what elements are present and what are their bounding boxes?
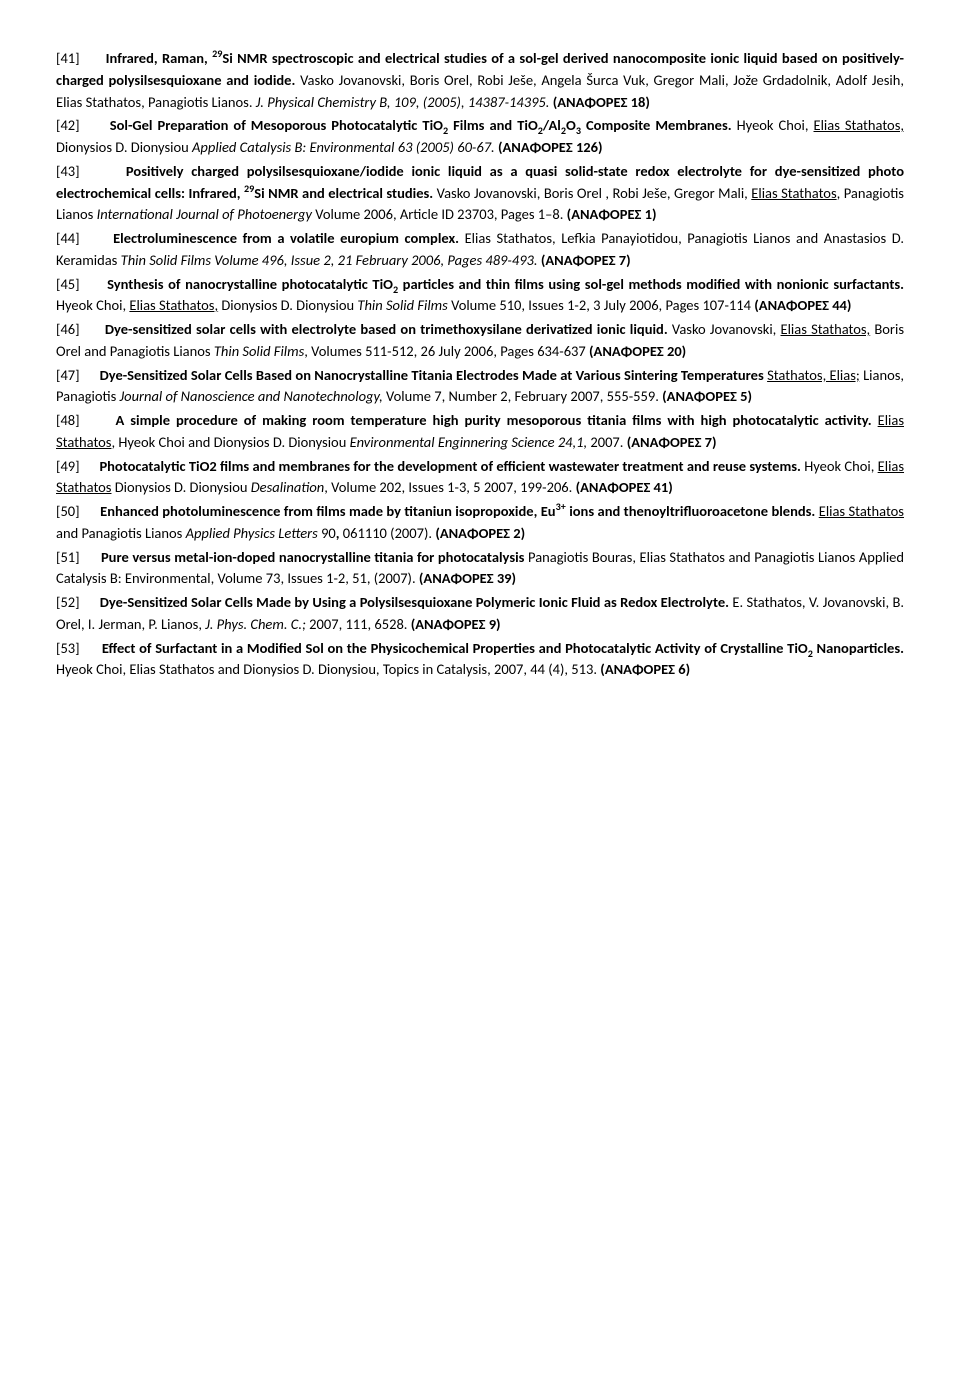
reference-number: [42]: [56, 116, 80, 134]
reference-entry: [52] Dye-Sensitized Solar Cells Made by …: [56, 592, 904, 636]
reference-entry: [53] Effect of Surfactant in a Modified …: [56, 638, 904, 682]
reference-title: Pure versus metal-ion-doped nanocrystall…: [101, 548, 524, 566]
reference-title: Dye-Sensitized Solar Cells Made by Using…: [100, 593, 729, 611]
reference-title: Synthesis of nanocrystalline photocataly…: [107, 275, 904, 293]
reference-entry: [44] Electroluminescence from a volatile…: [56, 228, 904, 272]
reference-title: Dye-sensitized solar cells with electrol…: [105, 320, 668, 338]
reference-entry: [42] Sol-Gel Preparation of Mesoporous P…: [56, 115, 904, 159]
reference-number: [41]: [56, 49, 80, 67]
reference-number: [46]: [56, 320, 80, 338]
reference-number: [50]: [56, 502, 80, 520]
reference-title: Photocatalytic TiO2 films and membranes …: [99, 457, 800, 475]
reference-title: A simple procedure of making room temper…: [115, 411, 871, 429]
reference-title: Sol-Gel Preparation of Mesoporous Photoc…: [110, 116, 732, 134]
reference-list: [41] Infrared, Raman, 29Si NMR spectrosc…: [56, 48, 904, 681]
reference-entry: [45] Synthesis of nanocrystalline photoc…: [56, 274, 904, 318]
reference-entry: [41] Infrared, Raman, 29Si NMR spectrosc…: [56, 48, 904, 113]
reference-entry: [48] A simple procedure of making room t…: [56, 410, 904, 454]
reference-number: [47]: [56, 366, 80, 384]
reference-number: [53]: [56, 639, 80, 657]
reference-number: [51]: [56, 548, 80, 566]
reference-entry: [50] Enhanced photoluminescence from fil…: [56, 501, 904, 545]
reference-entry: [46] Dye-sensitized solar cells with ele…: [56, 319, 904, 363]
reference-body: Hyeok Choi, Elias Stathatos, Dionysios D…: [56, 296, 851, 314]
reference-body: Hyeok Choi, Elias Stathatos and Dionysio…: [56, 660, 690, 678]
reference-number: [52]: [56, 593, 80, 611]
reference-number: [43]: [56, 162, 80, 180]
reference-entry: [47] Dye-Sensitized Solar Cells Based on…: [56, 365, 904, 409]
reference-entry: [49] Photocatalytic TiO2 films and membr…: [56, 456, 904, 500]
reference-title: Dye-Sensitized Solar Cells Based on Nano…: [100, 366, 764, 384]
reference-number: [45]: [56, 275, 80, 293]
reference-title: Effect of Surfactant in a Modified Sol o…: [102, 639, 904, 657]
reference-entry: [43] Positively charged polysilsesquioxa…: [56, 161, 904, 226]
reference-number: [48]: [56, 411, 80, 429]
reference-title: Electroluminescence from a volatile euro…: [113, 229, 459, 247]
reference-title: Enhanced photoluminescence from films ma…: [100, 502, 815, 520]
reference-number: [44]: [56, 229, 80, 247]
reference-entry: [51] Pure versus metal-ion-doped nanocry…: [56, 547, 904, 591]
reference-number: [49]: [56, 457, 80, 475]
